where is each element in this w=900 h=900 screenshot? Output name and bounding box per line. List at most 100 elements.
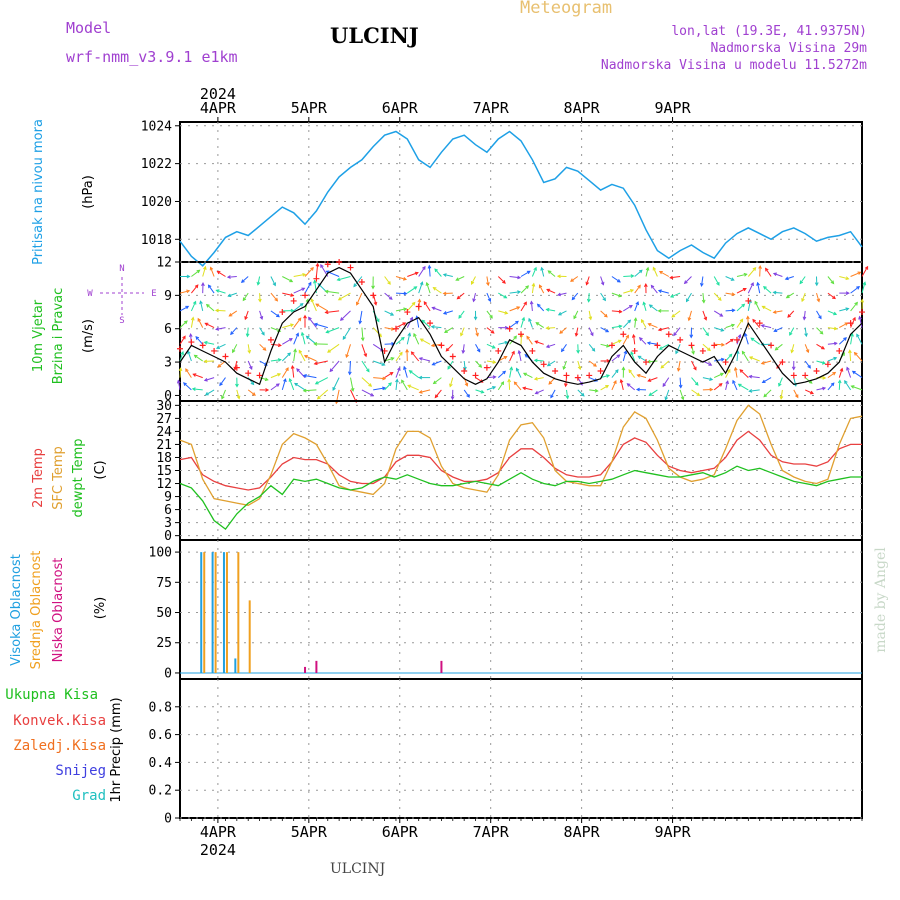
wind-arrow-head [336,277,341,282]
wind-arrow [294,382,306,391]
wind-arrow-head [411,301,416,306]
wind-arrow [630,351,636,362]
wind-arrow-head [563,383,568,388]
wind-arrow [431,343,442,347]
wind-arrow-head [185,368,189,373]
wind-arrow-head [720,372,725,377]
wind-arrow-head [215,327,220,331]
wind-arrow-head [489,314,493,319]
wind-arrow [588,310,592,320]
y-tick-label: 15 [156,464,172,479]
wind-arrow [725,338,734,345]
wind-arrow-head [640,318,645,323]
wind-arrow [713,373,724,379]
wind-arrow-head [414,271,419,276]
gust-marker [199,342,206,349]
wind-arrow-head [844,322,849,326]
wind-arrow-head [638,337,643,341]
top-date-label: 9APR [654,99,691,117]
bottom-date-label: 8APR [564,823,601,841]
wind-arrow-head [580,392,585,397]
wind-arrow [816,360,826,364]
wind-arrow [789,327,795,336]
top-date-label: 8APR [564,99,601,117]
wind-arrow-head [533,376,538,381]
gust-marker [699,347,706,354]
wind-arrow-head [320,264,324,268]
wind-arrow [520,285,529,294]
wind-arrow [486,360,496,363]
wind-arrow-head [533,266,537,271]
wind-arrow-head [557,312,562,316]
dewpoint-axis-title: dewpt Temp [71,438,86,517]
wind-arrow [520,301,527,312]
wind-arrow [444,327,454,333]
wind-arrow [304,267,314,277]
wind-axis-title-1: 10m Vjetar [31,299,46,372]
wind-arrow [433,287,442,294]
wind-arrow-head [382,376,387,381]
gust-marker [245,370,252,377]
wind-arrow-head [617,339,622,344]
wind-arrow [691,360,697,370]
gust-marker [836,347,843,354]
wind-arrow [739,369,749,378]
y-tick-label: 0 [164,812,172,827]
precip-legend-item: Ukupna Kisa [5,687,98,703]
footer-station: ULCINJ [330,861,386,877]
wind-arrow [498,341,508,345]
wind-arrow [628,369,636,378]
wind-arrow [559,327,567,334]
wind-arrow-head [381,362,386,366]
wind-arrow [361,389,374,397]
wind-arrow-head [774,346,779,351]
precip-legend-item: Zaledj.Kisa [13,738,106,754]
wind-arrow [359,310,363,324]
wind-arrow-head [687,317,692,322]
wind-arrow-head [739,318,744,323]
wind-arrow-head [772,310,777,314]
wind-arrow [486,386,496,391]
wind-arrow-head [277,343,282,348]
wind-arrow [509,367,513,378]
wind-arrow [384,343,395,345]
wind-arrow-head [605,385,610,389]
wind-arrow-head [290,293,295,297]
wind-arrow-head [638,269,643,274]
wind-arrow-head [203,340,208,345]
wind-arrow-head [410,351,415,355]
wind-arrow [589,389,598,392]
altitude-label: Nadmorska Visina 29m [710,41,867,56]
wind-arrow [648,323,658,329]
wind-arrow-head [407,384,412,389]
wind-arrow [293,349,296,362]
wind-arrow-head [594,388,599,393]
wind-arrow [293,273,306,277]
wind-arrow-head [616,354,621,359]
gust-marker [745,297,752,304]
wind-arrow-head [297,317,302,322]
wind-arrow-head [447,365,451,370]
wind-arrow [509,351,515,362]
wind-arrow [407,286,417,294]
wind-arrow-head [590,332,594,337]
wind-arrow [550,389,556,398]
wind-arrow [241,276,249,283]
wind-arrow [197,318,204,328]
gust-marker [597,367,604,374]
wind-arrow-head [586,298,591,303]
wind-arrow-head [244,316,248,321]
wind-arrow [395,379,398,390]
wind-arrow-head [186,274,191,279]
gust-marker [643,359,650,366]
wind-arrow-head [854,301,858,306]
wind-arrow [457,292,465,300]
wind-arrow-head [356,301,360,306]
y-tick-label: 21 [156,438,172,453]
wind-arrow-head [491,345,496,349]
wind-arrow-head [513,335,517,340]
wind-arrow-head [602,297,606,302]
y-tick-label: 24 [156,425,172,440]
wind-arrow [443,310,453,315]
